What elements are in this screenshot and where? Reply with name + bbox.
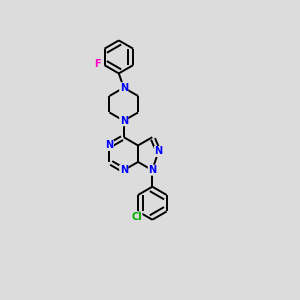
- Text: N: N: [120, 165, 128, 175]
- Text: N: N: [148, 165, 156, 175]
- Text: N: N: [120, 116, 128, 126]
- Text: N: N: [105, 140, 113, 151]
- Text: N: N: [120, 83, 128, 93]
- Text: N: N: [154, 146, 162, 157]
- Text: Cl: Cl: [131, 212, 142, 222]
- Text: F: F: [94, 59, 101, 69]
